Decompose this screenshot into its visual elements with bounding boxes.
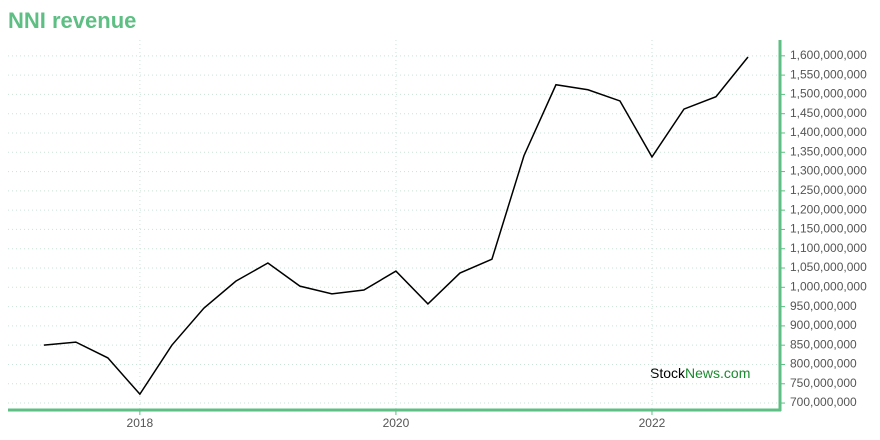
watermark-stock: Stock xyxy=(650,365,686,381)
y-tick-label: 1,550,000,000 xyxy=(790,67,867,81)
y-tick-label: 1,250,000,000 xyxy=(790,183,867,197)
y-tick-label: 1,100,000,000 xyxy=(790,241,867,255)
y-tick-label: 750,000,000 xyxy=(790,376,857,390)
watermark-news: News.com xyxy=(685,365,750,381)
y-tick-label: 1,350,000,000 xyxy=(790,144,867,158)
y-tick-label: 1,600,000,000 xyxy=(790,48,867,62)
x-tick-label: 2020 xyxy=(383,416,410,430)
y-tick-label: 1,200,000,000 xyxy=(790,202,867,216)
y-tick-label: 1,500,000,000 xyxy=(790,87,867,101)
y-tick-label: 900,000,000 xyxy=(790,318,857,332)
y-tick-label: 1,050,000,000 xyxy=(790,260,867,274)
y-tick-label: 1,400,000,000 xyxy=(790,125,867,139)
x-tick-label: 2018 xyxy=(127,416,154,430)
y-tick-label: 800,000,000 xyxy=(790,357,857,371)
y-tick-label: 700,000,000 xyxy=(790,395,857,409)
y-tick-label: 1,150,000,000 xyxy=(790,222,867,236)
watermark: StockNews.com xyxy=(650,365,750,381)
x-tick-label: 2022 xyxy=(639,416,666,430)
line xyxy=(43,56,749,396)
y-tick-label: 1,000,000,000 xyxy=(790,279,867,293)
y-tick-label: 950,000,000 xyxy=(790,299,857,313)
y-tick-label: 1,300,000,000 xyxy=(790,164,867,178)
y-tick-label: 850,000,000 xyxy=(790,337,857,351)
chart-title: NNI revenue xyxy=(8,8,136,33)
y-tick-label: 1,450,000,000 xyxy=(790,106,867,120)
